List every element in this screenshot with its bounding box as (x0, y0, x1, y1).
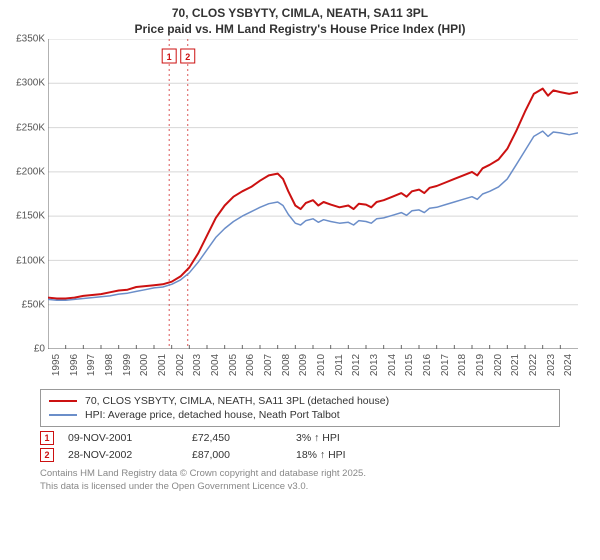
sale-marker-icon: 1 (40, 431, 54, 445)
x-tick-label: 2019 (472, 354, 486, 376)
sale-price: £72,450 (192, 432, 282, 444)
x-tick-label: 2001 (154, 354, 168, 376)
x-tick-label: 2013 (366, 354, 380, 376)
y-tick-label: £200K (8, 167, 48, 178)
legend-row-1: 70, CLOS YSBYTY, CIMLA, NEATH, SA11 3PL … (49, 394, 551, 408)
x-tick-label: 2018 (454, 354, 468, 376)
sale-date: 09-NOV-2001 (68, 432, 178, 444)
sale-date: 28-NOV-2002 (68, 449, 178, 461)
sale-hpi: 3% ↑ HPI (296, 432, 386, 444)
y-tick-label: £300K (8, 78, 48, 89)
sale-row: 1 09-NOV-2001 £72,450 3% ↑ HPI (40, 431, 560, 445)
svg-text:2: 2 (185, 52, 190, 62)
x-tick-label: 2009 (295, 354, 309, 376)
x-tick-label: 1996 (66, 354, 80, 376)
x-tick-label: 2010 (313, 354, 327, 376)
legend-label-2: HPI: Average price, detached house, Neat… (85, 409, 340, 421)
sale-price: £87,000 (192, 449, 282, 461)
y-tick-label: £150K (8, 211, 48, 222)
x-tick-label: 2006 (242, 354, 256, 376)
footer-line-2: This data is licensed under the Open Gov… (40, 481, 560, 493)
sale-row: 2 28-NOV-2002 £87,000 18% ↑ HPI (40, 448, 560, 462)
title-line-1: 70, CLOS YSBYTY, CIMLA, NEATH, SA11 3PL (0, 6, 600, 22)
sale-hpi: 18% ↑ HPI (296, 449, 386, 461)
y-tick-label: £250K (8, 122, 48, 133)
title-line-2: Price paid vs. HM Land Registry's House … (0, 22, 600, 38)
legend-box: 70, CLOS YSBYTY, CIMLA, NEATH, SA11 3PL … (40, 389, 560, 427)
x-tick-label: 2011 (331, 354, 345, 376)
x-tick-label: 1999 (119, 354, 133, 376)
x-tick-label: 2002 (172, 354, 186, 376)
x-tick-label: 2024 (560, 354, 574, 376)
legend-swatch-2 (49, 414, 77, 416)
x-tick-label: 1997 (83, 354, 97, 376)
y-tick-label: £50K (8, 299, 48, 310)
x-tick-label: 2007 (260, 354, 274, 376)
legend-row-2: HPI: Average price, detached house, Neat… (49, 408, 551, 422)
x-tick-label: 2017 (437, 354, 451, 376)
x-tick-label: 2021 (507, 354, 521, 376)
x-tick-label: 2022 (525, 354, 539, 376)
footer-line-1: Contains HM Land Registry data © Crown c… (40, 468, 560, 480)
x-tick-label: 2003 (189, 354, 203, 376)
chart-area: 12 £0£50K£100K£150K£200K£250K£300K£350K1… (48, 39, 578, 349)
legend-label-1: 70, CLOS YSBYTY, CIMLA, NEATH, SA11 3PL … (85, 395, 389, 407)
chart-title: 70, CLOS YSBYTY, CIMLA, NEATH, SA11 3PL … (0, 0, 600, 39)
sale-marker-icon: 2 (40, 448, 54, 462)
x-tick-label: 2015 (401, 354, 415, 376)
y-tick-label: £0 (8, 344, 48, 355)
legend-swatch-1 (49, 400, 77, 402)
y-tick-label: £100K (8, 255, 48, 266)
footer: Contains HM Land Registry data © Crown c… (40, 468, 560, 493)
x-tick-label: 2004 (207, 354, 221, 376)
svg-text:1: 1 (167, 52, 172, 62)
sales-list: 1 09-NOV-2001 £72,450 3% ↑ HPI 2 28-NOV-2002 £… (0, 431, 600, 462)
x-tick-label: 2005 (225, 354, 239, 376)
x-tick-label: 1998 (101, 354, 115, 376)
chart-svg: 12 (48, 39, 578, 349)
x-tick-label: 2012 (348, 354, 362, 376)
x-tick-label: 2014 (384, 354, 398, 376)
x-tick-label: 2023 (543, 354, 557, 376)
x-tick-label: 1995 (48, 354, 62, 376)
x-tick-label: 2020 (490, 354, 504, 376)
x-tick-label: 2008 (278, 354, 292, 376)
x-tick-label: 2016 (419, 354, 433, 376)
x-tick-label: 2000 (136, 354, 150, 376)
y-tick-label: £350K (8, 34, 48, 45)
